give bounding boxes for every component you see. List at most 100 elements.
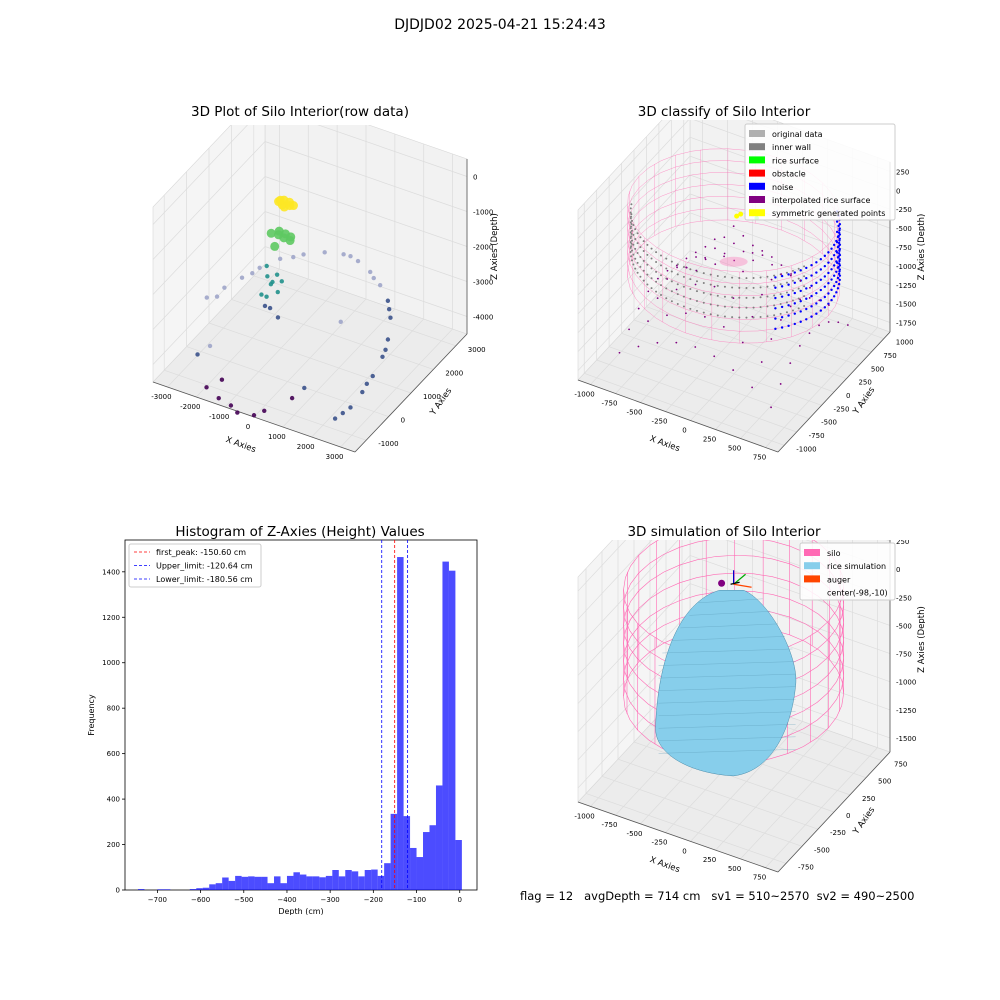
p2-interp-point (818, 324, 820, 327)
p1-point (274, 230, 284, 240)
p2-wall-point (709, 283, 712, 286)
p2-interp-point (694, 283, 697, 286)
p1-gridline (317, 125, 468, 177)
p4-rice-gridline (658, 711, 796, 716)
p2-wall-point (738, 306, 741, 309)
p2-noise-point (805, 297, 808, 300)
p2-noise-point (837, 282, 841, 286)
p2-noise-point (799, 269, 802, 272)
p2-interp-point (741, 341, 744, 344)
p4-legend-label: rice simulation (827, 562, 886, 571)
p2-noise-point (780, 274, 784, 278)
p2-wall-point (682, 305, 685, 308)
p1-point (355, 258, 361, 264)
p2-noise-point (810, 294, 813, 298)
p4-gridline (585, 793, 787, 864)
p2-interp-point (752, 259, 755, 262)
p2-noise-point (830, 278, 833, 281)
p2-noise-point (774, 296, 777, 300)
p2-wall-point (634, 257, 637, 260)
p1-gridline (264, 141, 468, 212)
p2-interp-point (656, 341, 659, 344)
p2-ztick-label: 0 (896, 187, 900, 195)
p4-legend-label: silo (827, 549, 841, 558)
p3-bar (377, 875, 385, 890)
p2-wall-point (636, 271, 639, 274)
p2-noise-point (793, 291, 796, 295)
p3-bar (410, 847, 417, 890)
p2-wall-point (803, 295, 806, 298)
p2-noise-point (838, 223, 842, 226)
p2-sym-point (738, 211, 744, 217)
p2-noise-point (830, 268, 833, 271)
p2-wall-point (642, 250, 645, 253)
p4-xtick-label: -250 (652, 839, 668, 847)
p1-point (204, 295, 209, 300)
p3-legend (128, 543, 262, 588)
p2-wall-point (629, 211, 632, 214)
p2-wall-point (779, 312, 782, 315)
p2-wall-point (629, 246, 632, 249)
p1-gridline (152, 176, 266, 295)
p3-ytick-label: 400 (107, 796, 120, 804)
p2-noise-point (835, 280, 838, 284)
p2-wall-point (773, 304, 776, 307)
p2-interp-point (618, 351, 621, 354)
p1-ztick-label: -3000 (473, 279, 493, 287)
p2-noise-point (835, 251, 839, 254)
plot1-title: 3D Plot of Silo Interior(row data) (191, 104, 409, 120)
p2-interp-point (779, 383, 782, 385)
p2-interp-point (713, 285, 716, 288)
p2-noise-point (830, 298, 833, 302)
p2-noise-point (774, 276, 777, 279)
p2-wall-point (759, 296, 762, 299)
p4-gridline (633, 741, 835, 813)
p1-xtick-label: 1000 (268, 433, 286, 441)
p2-wall-point (785, 311, 788, 314)
p2-wall-point (791, 279, 794, 282)
p2-ytick-label: 750 (883, 352, 896, 360)
p2-noise-point (832, 274, 836, 277)
p2-noise-point (832, 264, 836, 267)
p2-interp-point (666, 278, 669, 280)
p1-gridline (152, 125, 248, 225)
p4-axis-line (777, 751, 891, 873)
p4-legend-label: center(-98,-10) (827, 589, 888, 598)
p2-wall-point (716, 314, 719, 317)
p2-noise-point (780, 326, 784, 329)
p1-point (360, 389, 365, 395)
p2-wall-point (738, 316, 741, 319)
p2-noise-point (787, 314, 790, 317)
p3-bar (235, 875, 242, 890)
p2-noise-point (787, 304, 790, 307)
p2-noise-point (799, 289, 802, 293)
p2-gridline (577, 120, 689, 239)
p2-wall-point (630, 213, 633, 216)
p3-bar (345, 870, 352, 890)
p2-interp-point (628, 328, 630, 331)
p3-xtick-label: −400 (277, 896, 296, 904)
p2-wall-point (702, 311, 705, 314)
p2-noise-point (827, 261, 830, 264)
p3-ytick-label: 1000 (102, 659, 120, 667)
p3-legend-label: first_peak: -150.60 cm (156, 548, 246, 557)
p2-sym-point (734, 213, 740, 219)
p2-axis-line (577, 379, 779, 453)
p4-ztick-label: 250 (896, 540, 909, 546)
p2-ylabel: Y Axies (851, 385, 878, 417)
p3-bar (299, 874, 307, 890)
p4-rice-gridline (658, 698, 796, 704)
p2-gridline (621, 333, 822, 406)
p4-legend-swatch (804, 549, 820, 556)
p2-wall-point (646, 243, 649, 246)
p2-wall-point (738, 277, 741, 280)
p1-point (340, 410, 345, 416)
p4-xtick-label: -1000 (574, 812, 594, 820)
p2-wall-point (731, 316, 734, 319)
p2-noise-point (832, 253, 836, 257)
p4-gridline (577, 583, 691, 704)
p2-noise-point (837, 224, 840, 228)
p4-zlabel: Z Axies (Depth) (917, 606, 925, 673)
p3-bar (157, 889, 164, 890)
p2-wall-point (791, 299, 794, 302)
